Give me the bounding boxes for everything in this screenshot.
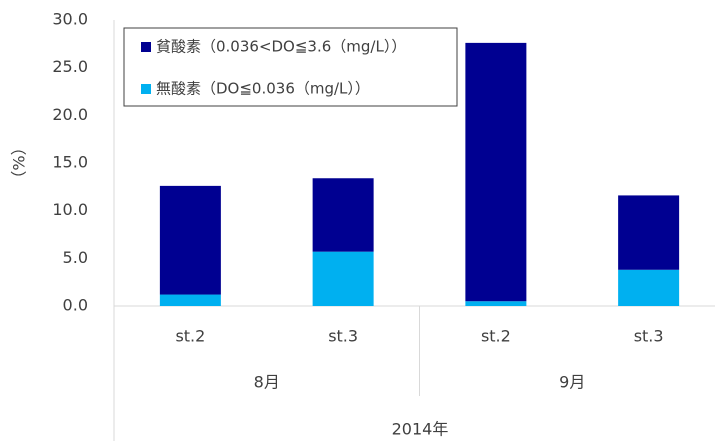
group-label: 9月 [559, 373, 585, 392]
bar-segment [618, 269, 680, 306]
bar-segment [312, 178, 374, 252]
y-tick-label: 30.0 [52, 10, 88, 29]
y-tick-label: 20.0 [52, 105, 88, 124]
x-tick-label: st.3 [328, 327, 358, 346]
legend-swatch [141, 84, 151, 94]
bar-segment [159, 294, 221, 306]
y-tick-label: 0.0 [63, 296, 88, 315]
y-tick-label: 5.0 [63, 248, 88, 267]
bar-segment [618, 195, 680, 270]
x-axis-title: 2014年 [392, 420, 449, 439]
bar-segment [312, 251, 374, 306]
legend-label: 貧酸素（0.036<DO≦3.6（mg/L）） [156, 38, 406, 56]
y-tick-label: 25.0 [52, 57, 88, 76]
bar-segment [465, 301, 527, 306]
y-axis-label: （%） [10, 139, 29, 186]
bar-segment [465, 42, 527, 302]
legend-swatch [141, 42, 151, 52]
x-tick-label: st.3 [634, 327, 664, 346]
y-tick-label: 10.0 [52, 200, 88, 219]
legend-label: 無酸素（DO≦0.036（mg/L）） [156, 80, 370, 98]
group-label: 8月 [254, 373, 280, 392]
legend-box [123, 27, 458, 107]
bar-segment [159, 185, 221, 295]
x-tick-label: st.2 [481, 327, 511, 346]
x-tick-label: st.2 [175, 327, 205, 346]
y-tick-label: 15.0 [52, 153, 88, 172]
